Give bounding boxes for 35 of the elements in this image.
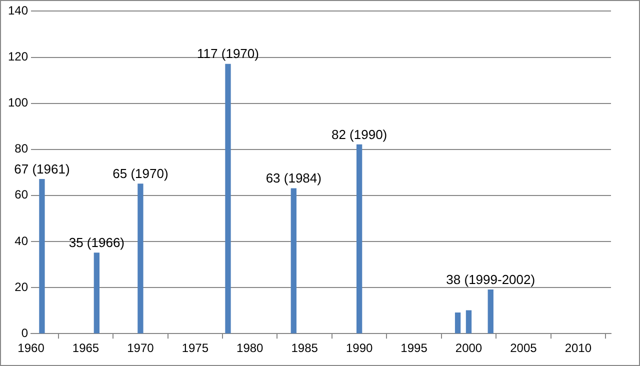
y-tick-label: 100 [8,96,28,110]
bar [454,312,461,334]
y-tick-label: 140 [8,4,28,18]
bar [225,64,231,334]
x-tick-label: 1985 [291,341,318,356]
annotation: 82 (1990) [331,126,388,142]
bar [466,310,472,334]
bar [290,188,296,334]
annotation: 63 (1984) [266,170,322,186]
y-tick-label: 0 [21,326,28,340]
bar [356,144,362,334]
bar [94,252,100,334]
y-tick-label: 60 [14,188,28,202]
x-tick-label: 1960 [18,341,45,356]
x-tick-label: 1980 [236,341,264,356]
annotation: 117 (1970) [197,46,259,62]
x-tick-label: 1975 [182,341,209,356]
x-tick-label: 1970 [127,341,154,356]
y-tick-label: 80 [14,142,28,156]
x-tick-label: 2005 [510,341,538,356]
y-tick-label: 40 [14,234,28,248]
bar [138,184,144,334]
annotation: 35 (1966) [68,235,125,250]
bar [39,178,45,334]
annotation: 38 (1999-2002) [446,272,536,287]
x-tick-label: 2010 [564,341,592,356]
bar [488,290,494,334]
x-tick-label: 1965 [72,341,100,356]
annotation: 65 (1970) [112,166,168,181]
x-tick-label: 1995 [400,341,428,356]
x-tick-label: 1990 [346,341,373,356]
y-tick-label: 20 [14,280,28,294]
x-tick-label: 2000 [455,341,482,356]
annotation: 67 (1961) [14,161,70,176]
y-tick-label: 120 [8,50,28,64]
